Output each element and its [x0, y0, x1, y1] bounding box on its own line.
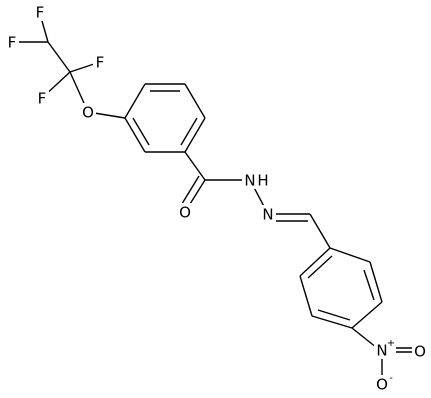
atom-label: F: [8, 34, 17, 52]
atom-masks: [5, 3, 428, 393]
atom-label: F: [36, 4, 45, 22]
atom-labels: F F F F O O N H N N + O O -: [8, 4, 426, 394]
atom-label: N: [262, 206, 273, 224]
atom-charge: +: [387, 338, 395, 349]
atom-label: O: [376, 376, 388, 394]
bond: [329, 247, 371, 263]
bond: [369, 261, 383, 303]
atom-charge: -: [389, 373, 393, 384]
bond: [124, 117, 146, 153]
atom-label: N: [376, 342, 387, 360]
bonds: [14, 13, 418, 384]
bond: [317, 309, 351, 321]
bond: [179, 175, 200, 208]
atom-label: O: [414, 343, 426, 361]
bond: [299, 247, 331, 277]
bond: [307, 255, 333, 279]
bond: [184, 117, 206, 153]
atom-label: O: [179, 204, 191, 222]
bond: [309, 213, 331, 249]
bond: [47, 41, 71, 73]
bond: [180, 117, 198, 146]
atom-label: N: [244, 172, 255, 190]
bond: [124, 83, 146, 119]
bond: [132, 117, 150, 146]
bond: [299, 275, 313, 317]
bond: [184, 83, 206, 119]
bond: [363, 269, 375, 301]
atom-label: H: [257, 172, 268, 190]
atom-label: F: [96, 54, 105, 72]
atom-label: F: [38, 90, 47, 108]
bond: [184, 151, 206, 181]
atom-label: O: [82, 104, 94, 122]
bond: [351, 301, 383, 329]
bond: [311, 315, 353, 329]
